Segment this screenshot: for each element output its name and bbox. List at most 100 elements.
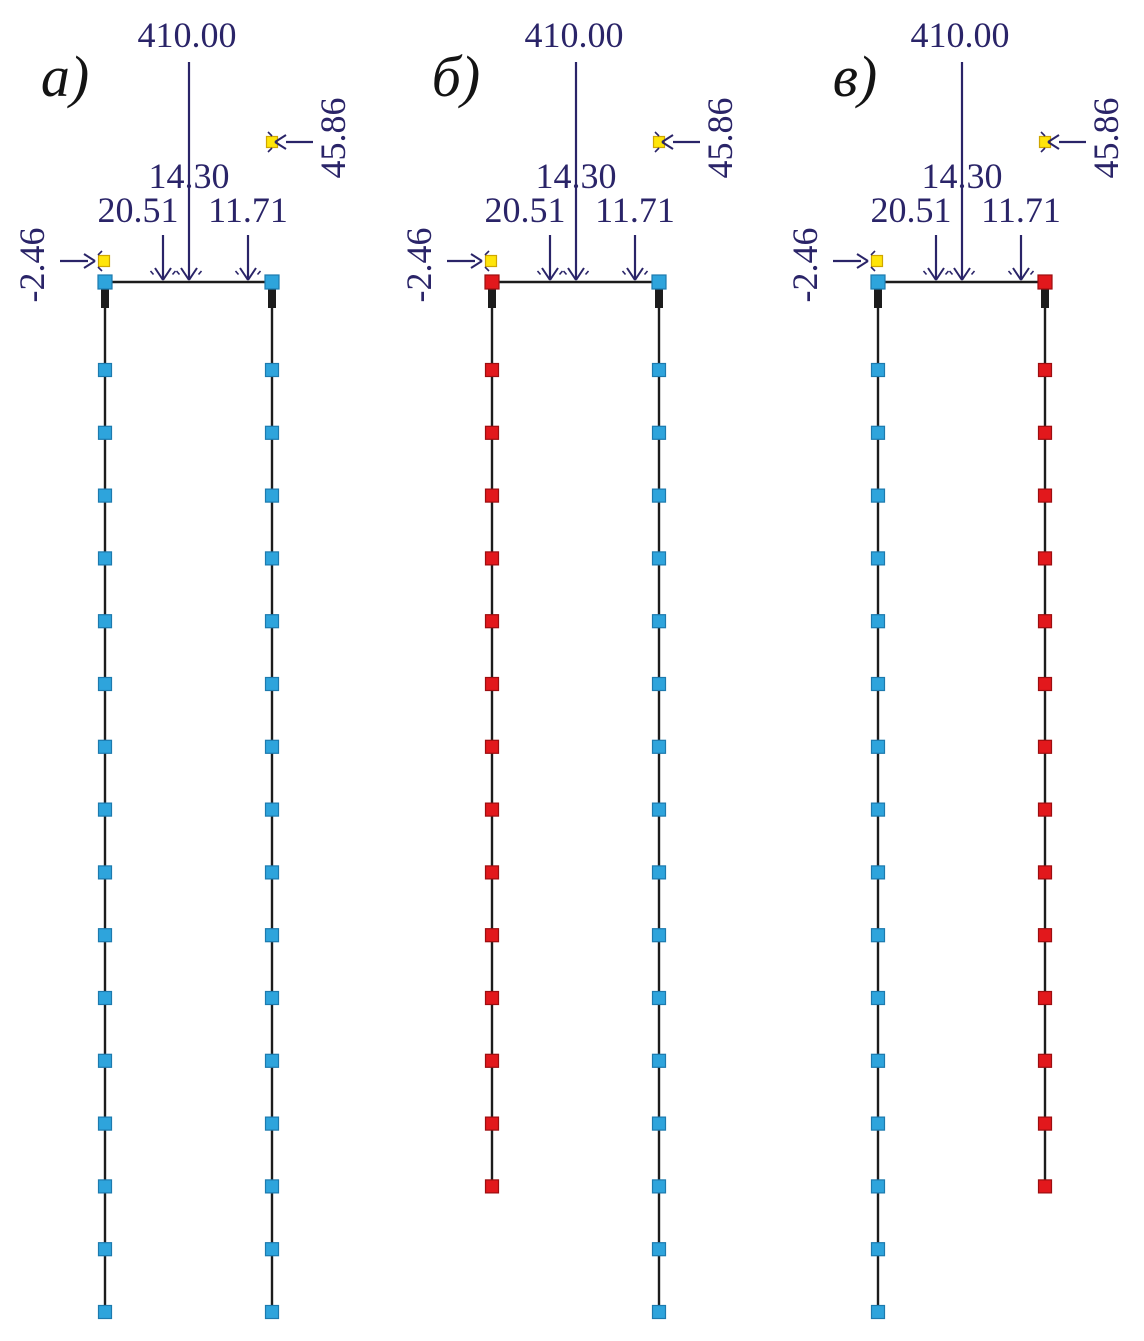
pile-node — [484, 614, 500, 629]
pile-node — [484, 990, 500, 1006]
pile-node — [97, 362, 113, 378]
pile-node — [870, 488, 886, 503]
left-load-label: 20.51 — [98, 190, 179, 230]
pile-node — [97, 739, 113, 754]
arrowhead-left — [274, 141, 287, 150]
pile-node — [97, 802, 113, 817]
arrowhead-feather — [484, 266, 490, 272]
pile-node — [1037, 551, 1053, 566]
arrowhead-feather — [643, 270, 649, 276]
pile-node — [870, 551, 886, 566]
pile-node — [264, 802, 280, 817]
pile-node — [97, 1053, 113, 1068]
pile-node — [264, 1304, 280, 1320]
yellow-load-marker — [1038, 135, 1052, 149]
arrowhead-feather — [234, 270, 240, 276]
arrowhead-feather — [267, 147, 273, 153]
pile-node — [97, 614, 113, 629]
pile-node — [651, 1304, 667, 1320]
pile-node — [651, 739, 667, 754]
rigid-link-bar — [655, 289, 663, 308]
arrowhead-feather — [1040, 147, 1046, 153]
arrowhead-feather — [562, 270, 568, 276]
arrowhead-feather — [944, 270, 950, 276]
arrowhead-left — [661, 134, 674, 143]
pile-node — [1037, 488, 1053, 503]
pile-node — [97, 1304, 113, 1320]
arrowhead-right — [856, 260, 869, 269]
pile-node — [1037, 425, 1053, 440]
pile-node — [651, 928, 667, 943]
upper-horizontal-load-label: 45.86 — [1086, 98, 1126, 179]
pile-node — [870, 1304, 886, 1320]
pile-node — [484, 425, 500, 440]
pile-node — [264, 614, 280, 629]
left-horizontal-load-label: -2.46 — [12, 228, 52, 303]
pile-node — [651, 1242, 667, 1257]
arrowhead-feather — [970, 270, 976, 276]
arrowhead-down — [162, 267, 172, 281]
arrowhead-feather — [256, 270, 262, 276]
pile-node — [651, 990, 667, 1006]
arrowhead-feather — [97, 266, 103, 272]
diagram-b: б) 410.00 14.30 20.51 11.71 45.86 -2.46 — [399, 15, 740, 1320]
pile-node — [484, 551, 500, 566]
pile-node — [97, 676, 113, 692]
pile-node — [264, 362, 280, 378]
center-load-label: 14.30 — [922, 156, 1003, 196]
diagram-v: в) 410.00 14.30 20.51 11.71 45.86 -2.46 — [785, 15, 1126, 1320]
pile-node — [264, 928, 280, 943]
pile-node — [97, 990, 113, 1006]
diagram-b-structure — [447, 62, 700, 1320]
diagram-a: а) 410.00 14.30 20.51 11.71 45.86 -2.46 — [12, 15, 353, 1320]
pile-node — [97, 928, 113, 943]
rigid-link-bar — [101, 289, 109, 308]
arrowhead-down — [188, 267, 198, 281]
arrowhead-down — [1012, 267, 1022, 281]
pile-node — [1037, 676, 1053, 692]
center-load-label: 14.30 — [536, 156, 617, 196]
arrowhead-down — [961, 267, 971, 281]
right-load-label: 11.71 — [981, 190, 1061, 230]
pile-node — [97, 865, 113, 880]
pile-node — [484, 928, 500, 943]
corner-node — [484, 274, 500, 290]
pile-node — [870, 802, 886, 817]
arrowhead-feather — [870, 266, 876, 272]
rigid-link-bar — [488, 289, 496, 308]
pile-node — [870, 676, 886, 692]
arrowhead-right — [470, 260, 483, 269]
pile-node — [1037, 1179, 1053, 1194]
yellow-load-marker — [652, 135, 666, 149]
yellow-load-marker — [265, 135, 279, 149]
arrowhead-feather — [149, 270, 155, 276]
rigid-link-bar — [1041, 289, 1049, 308]
left-horizontal-load-label: -2.46 — [785, 228, 825, 303]
pile-node — [651, 1116, 667, 1131]
pile-node — [651, 551, 667, 566]
main-load-label: 410.00 — [911, 15, 1010, 55]
arrowhead-down — [239, 267, 249, 281]
arrowhead-feather — [171, 270, 177, 276]
arrowhead-down — [549, 267, 559, 281]
corner-node — [1037, 274, 1053, 290]
arrowhead-feather — [948, 270, 954, 276]
corner-node — [97, 274, 113, 290]
arrowhead-feather — [1029, 270, 1035, 276]
pile-node — [264, 425, 280, 440]
pile-node — [264, 1116, 280, 1131]
corner-node — [651, 274, 667, 290]
pile-node — [484, 1179, 500, 1194]
diagram-a-label: а) — [41, 44, 89, 109]
arrowhead-feather — [654, 147, 660, 153]
yellow-load-marker — [870, 254, 884, 268]
left-horizontal-load-label: -2.46 — [399, 228, 439, 303]
arrowhead-feather — [484, 250, 490, 256]
arrowhead-feather — [536, 270, 542, 276]
arrowhead-left — [1047, 141, 1060, 150]
corner-node — [264, 274, 280, 290]
arrowhead-feather — [1007, 270, 1013, 276]
pile-node — [264, 1242, 280, 1257]
left-load-label: 20.51 — [485, 190, 566, 230]
pile-node — [264, 488, 280, 503]
